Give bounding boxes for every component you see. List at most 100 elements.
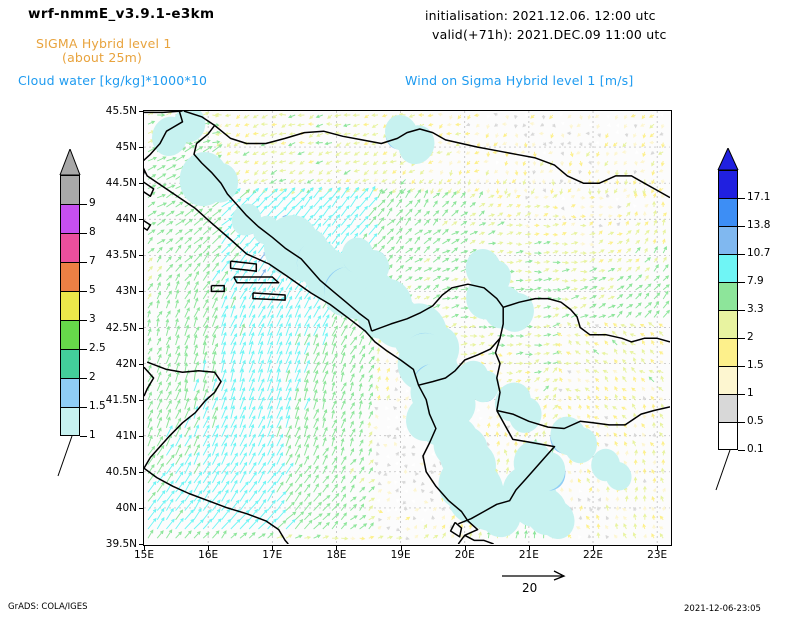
colorbar-tick [738,310,745,311]
wind-vector [331,464,337,475]
lat-tick-mark [139,183,144,185]
wind-vector [596,124,601,130]
wind-vector [221,277,229,291]
wind-vector [543,333,552,337]
wind-vector [414,219,422,226]
wind-vector [574,388,581,393]
wind-vector [212,245,222,254]
wind-vector [285,414,291,428]
wind-vector [335,169,342,173]
wind-vector [175,219,186,226]
wind-vector [184,434,192,447]
wind-vector [570,268,577,272]
wind-vector [239,509,250,521]
wind-vector [401,480,406,485]
wind-vector [616,303,624,309]
wind-vector [543,195,549,200]
wind-vector [506,425,511,429]
wind-vector [368,522,374,530]
wind-vector [640,333,646,337]
wind-vector [593,349,600,355]
wind-vector [596,431,600,438]
wind-vector [236,114,241,120]
wind-vector [439,123,443,129]
wind-vector [377,517,383,522]
wind-vector [221,499,230,511]
wind-vector [561,250,569,255]
wind-vector [602,360,609,364]
wind-vector [602,369,609,374]
wind-vector [497,343,506,348]
wind-vector [221,322,227,336]
map-plot-area[interactable] [143,110,672,546]
wind-vector [506,260,515,265]
wind-vector [405,247,414,254]
wind-vector [313,315,322,327]
wind-vector [524,113,530,117]
wind-vector [515,379,522,383]
wind-vector [303,443,310,456]
wind-vector [202,471,211,484]
wind-vector [313,397,318,410]
wind-vector [349,373,355,382]
wind-vector [184,518,195,530]
wind-vector [278,112,287,117]
wind-vector [156,517,165,530]
wind-vector [633,124,638,129]
wind-vector [497,353,503,357]
wind-vector [549,114,554,120]
wind-vector [230,359,236,373]
wind-vector [451,266,459,272]
wind-vector [340,475,346,484]
wind-vector [652,524,656,530]
wind-vector [659,132,664,136]
wind-vector [239,278,248,291]
wind-vector [202,236,211,245]
wind-vector [626,211,631,217]
wind-vector [479,334,486,339]
wind-vector [156,462,164,475]
wind-vector [561,232,567,236]
wind-vector [574,333,581,337]
wind-vector [589,221,594,226]
wind-vector [631,403,637,410]
wind-vector [244,169,250,174]
wind-vector [211,350,217,364]
lat-tick-label: 43.5N [105,249,137,262]
wind-vector [478,210,485,217]
wind-vector [488,230,496,236]
wind-vector [362,160,370,165]
colorbar-label: 1.5 [747,359,764,371]
wind-vector [258,278,267,291]
wind-vector [513,188,518,194]
wind-vector [193,479,201,493]
wind-vector [571,260,579,265]
wind-vector [334,159,342,164]
wind-vector [558,367,563,373]
wind-vector [543,259,551,264]
wind-vector [315,160,323,165]
cloud-water-contour [529,451,566,491]
wind-vector [552,306,560,311]
wind-vector [294,406,300,419]
wind-vector [580,214,586,219]
wind-vector [660,495,664,502]
wind-vector [165,318,170,327]
wind-vector [315,114,323,119]
wind-vector [375,384,379,392]
wind-vector [239,443,247,456]
wind-vector [614,151,618,156]
wind-vector [294,359,301,373]
wind-vector [405,396,409,401]
wind-vector [427,160,434,164]
wind-vector [624,450,629,456]
wind-vector [304,473,312,484]
wind-vector [350,458,357,465]
wind-vector [598,314,607,318]
wind-vector [441,524,446,530]
wind-vector [304,195,313,208]
wind-vector [661,142,665,149]
colorbar-label: 5 [89,284,96,296]
wind-vector [607,304,616,309]
wind-vector [580,278,587,282]
